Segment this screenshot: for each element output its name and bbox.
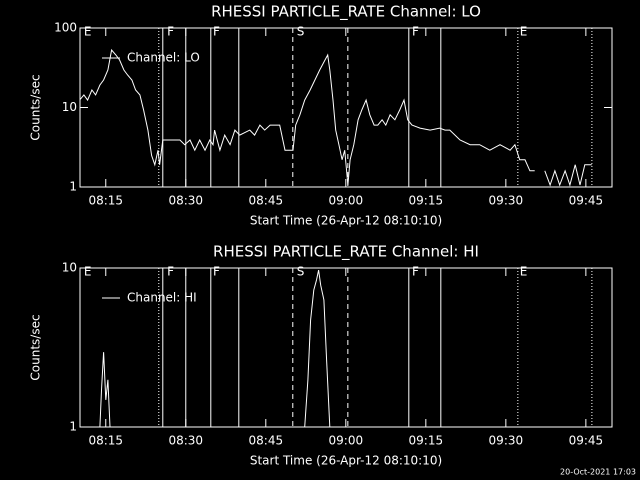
x-tick-label: 08:30 [168, 194, 203, 208]
y-tick-label: 10 [62, 261, 77, 275]
series-line [80, 48, 592, 187]
x-tick-label: 09:45 [569, 194, 604, 208]
legend-label: Channel: HI [127, 291, 197, 305]
y-tick-label: 1 [69, 180, 77, 194]
event-label: F [213, 25, 220, 39]
chart-title: RHESSI PARTICLE_RATE Channel: LO [211, 3, 481, 22]
x-tick-label: 08:30 [168, 434, 203, 448]
x-tick-label: 09:30 [489, 434, 524, 448]
event-label: F [167, 265, 174, 279]
y-axis-label: Counts/sec [29, 74, 43, 140]
series-line [99, 269, 331, 427]
x-tick-label: 08:15 [88, 434, 123, 448]
y-axis-label: Counts/sec [29, 314, 43, 380]
event-label: E [84, 265, 92, 279]
x-tick-label: 09:30 [489, 194, 524, 208]
x-tick-label: 09:00 [329, 194, 364, 208]
x-tick-label: 08:45 [249, 194, 284, 208]
event-label: E [520, 25, 528, 39]
x-tick-label: 09:00 [329, 434, 364, 448]
event-label: E [520, 265, 528, 279]
event-label: F [213, 265, 220, 279]
x-tick-label: 08:15 [88, 194, 123, 208]
x-tick-label: 09:15 [409, 434, 444, 448]
chart-title: RHESSI PARTICLE_RATE Channel: HI [213, 243, 479, 262]
event-label: S [297, 265, 305, 279]
y-tick-label: 1 [69, 420, 77, 434]
x-tick-label: 08:45 [249, 434, 284, 448]
legend-label: Channel: LO [127, 51, 200, 65]
event-label: F [412, 265, 419, 279]
y-tick-label: 100 [54, 21, 77, 35]
y-tick-label: 10 [62, 100, 77, 114]
x-tick-label: 09:15 [409, 194, 444, 208]
event-label: S [297, 25, 305, 39]
x-axis-label: Start Time (26-Apr-12 08:10:10) [250, 454, 442, 468]
x-tick-label: 09:45 [569, 434, 604, 448]
x-axis-label: Start Time (26-Apr-12 08:10:10) [250, 214, 442, 228]
event-label: F [167, 25, 174, 39]
footer: 20-Oct-2021 17:03 [560, 468, 636, 477]
event-label: E [84, 25, 92, 39]
event-label: F [412, 25, 419, 39]
